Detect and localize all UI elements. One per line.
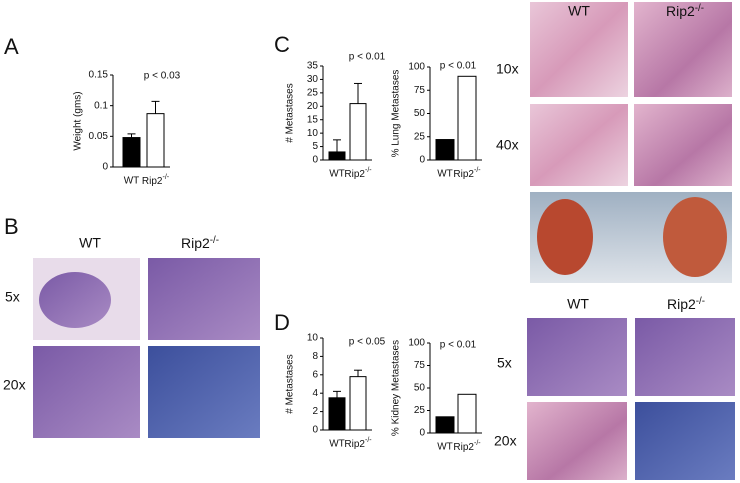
y-tick-label: 2 bbox=[312, 406, 318, 417]
y-tick-label: 100 bbox=[408, 338, 425, 349]
bar bbox=[349, 103, 367, 161]
y-tick-label: 20 bbox=[307, 101, 319, 112]
y-tick-label: 25 bbox=[414, 405, 426, 416]
tumor-histology bbox=[33, 258, 260, 438]
y-axis-label: % Lung Metastases bbox=[391, 70, 402, 158]
y-tick-label: 0.05 bbox=[89, 131, 109, 142]
image bbox=[527, 318, 627, 396]
panel-letter: D bbox=[274, 310, 290, 335]
image bbox=[530, 104, 628, 186]
bar bbox=[328, 397, 346, 431]
annotation: p < 0.01 bbox=[349, 52, 386, 63]
image bbox=[148, 346, 260, 438]
image bbox=[634, 104, 732, 186]
annotation: p < 0.01 bbox=[440, 340, 477, 351]
y-tick-label: 15 bbox=[307, 114, 319, 125]
y-tick-label: 0 bbox=[102, 162, 108, 173]
y-tick-label: 4 bbox=[312, 388, 318, 399]
kidney-histology bbox=[527, 318, 735, 480]
bar bbox=[435, 139, 455, 161]
image bbox=[634, 2, 732, 97]
x-tick-label: WT bbox=[329, 439, 345, 450]
y-tick-label: 50 bbox=[414, 383, 426, 394]
y-tick-label: 0.15 bbox=[89, 70, 109, 81]
y-tick-label: 25 bbox=[307, 87, 319, 98]
image bbox=[530, 2, 628, 97]
annotation: p < 0.03 bbox=[144, 71, 181, 82]
bar bbox=[328, 151, 346, 161]
y-axis-label: Weight (gms) bbox=[73, 91, 84, 150]
lung bbox=[663, 197, 727, 277]
annotation: p < 0.01 bbox=[440, 61, 477, 72]
y-tick-label: 35 bbox=[307, 61, 319, 72]
lung-histology bbox=[530, 2, 732, 283]
y-axis-label: # Metastases bbox=[285, 83, 296, 142]
x-tick-label: WT bbox=[329, 169, 345, 180]
y-tick-label: 0 bbox=[419, 155, 425, 166]
row-label: 5x bbox=[497, 355, 512, 371]
bar bbox=[349, 376, 367, 431]
x-tick-label: WT bbox=[437, 442, 453, 453]
image bbox=[33, 346, 140, 438]
lung bbox=[537, 199, 593, 275]
x-tick-label: WT bbox=[437, 169, 453, 180]
bar bbox=[122, 137, 141, 168]
x-tick-label: Rip2-/- bbox=[453, 440, 481, 453]
panel-letter: C bbox=[274, 32, 290, 57]
y-tick-label: 10 bbox=[307, 333, 319, 344]
column-label: Rip2-/- bbox=[181, 235, 219, 251]
bar bbox=[457, 393, 477, 434]
x-tick-label: Rip2-/- bbox=[344, 437, 372, 450]
image bbox=[635, 402, 735, 480]
bar bbox=[435, 416, 455, 434]
column-label: Rip2-/- bbox=[667, 296, 705, 312]
tumor bbox=[39, 272, 111, 328]
row-label: 20x bbox=[494, 433, 517, 449]
image bbox=[527, 402, 627, 480]
column-label: WT bbox=[567, 296, 589, 312]
column-label: WT bbox=[568, 3, 590, 19]
annotation: p < 0.05 bbox=[349, 337, 386, 348]
column-label: Rip2-/- bbox=[666, 3, 704, 19]
y-tick-label: 10 bbox=[307, 128, 319, 139]
panel-letter: B bbox=[4, 214, 19, 239]
y-tick-label: 30 bbox=[307, 74, 319, 85]
y-tick-label: 0 bbox=[312, 425, 318, 436]
x-tick-label: WT bbox=[124, 176, 140, 187]
image bbox=[148, 258, 260, 340]
column-label: WT bbox=[79, 235, 101, 251]
y-tick-label: 100 bbox=[408, 62, 425, 73]
row-label: 20x bbox=[3, 377, 26, 393]
y-tick-label: 8 bbox=[312, 351, 318, 362]
bar bbox=[457, 75, 477, 161]
y-tick-label: 50 bbox=[414, 108, 426, 119]
y-tick-label: 0 bbox=[419, 428, 425, 439]
y-tick-label: 6 bbox=[312, 369, 318, 380]
y-tick-label: 75 bbox=[414, 85, 426, 96]
image bbox=[635, 318, 735, 396]
row-label: 10x bbox=[496, 61, 519, 77]
y-tick-label: 75 bbox=[414, 360, 426, 371]
y-tick-label: 0 bbox=[312, 155, 318, 166]
y-tick-label: 25 bbox=[414, 131, 426, 142]
y-tick-label: 0.1 bbox=[94, 100, 108, 111]
x-tick-label: Rip2-/- bbox=[142, 174, 170, 187]
x-tick-label: Rip2-/- bbox=[344, 167, 372, 180]
x-tick-label: Rip2-/- bbox=[453, 167, 481, 180]
row-label: 5x bbox=[5, 289, 20, 305]
y-axis-label: # Metastases bbox=[285, 354, 296, 413]
row-label: 40x bbox=[496, 137, 519, 153]
y-axis-label: % Kidney Metastases bbox=[391, 340, 402, 436]
panel-letter: A bbox=[4, 34, 19, 59]
bar bbox=[146, 113, 165, 168]
y-tick-label: 5 bbox=[312, 141, 318, 152]
